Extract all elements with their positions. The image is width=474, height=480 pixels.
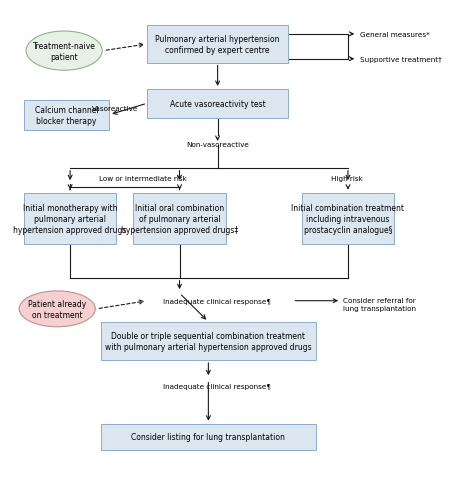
Text: Consider referral for
lung transplantation: Consider referral for lung transplantati…: [343, 298, 416, 311]
FancyBboxPatch shape: [147, 26, 288, 63]
FancyBboxPatch shape: [24, 101, 109, 130]
Text: Consider listing for lung transplantation: Consider listing for lung transplantatio…: [131, 432, 285, 441]
FancyBboxPatch shape: [101, 424, 316, 450]
FancyBboxPatch shape: [133, 193, 226, 245]
Text: Inadequate clinical response¶: Inadequate clinical response¶: [164, 384, 271, 389]
Text: Initial monotherapy with
pulmonary arterial
hypertension approved drugs: Initial monotherapy with pulmonary arter…: [13, 204, 127, 235]
Text: Initial oral combination
of pulmonary arterial
hypertension approved drugs‡: Initial oral combination of pulmonary ar…: [121, 204, 238, 235]
Ellipse shape: [19, 291, 95, 327]
Text: Pulmonary arterial hypertension
confirmed by expert centre: Pulmonary arterial hypertension confirme…: [155, 35, 280, 55]
Text: Supportive treatment†: Supportive treatment†: [360, 57, 441, 62]
FancyBboxPatch shape: [302, 193, 394, 245]
Text: High risk: High risk: [331, 176, 363, 182]
Ellipse shape: [26, 32, 102, 71]
FancyBboxPatch shape: [101, 322, 316, 360]
Text: Treatment-naive
patient: Treatment-naive patient: [33, 41, 96, 61]
Text: Non-vasoreactive: Non-vasoreactive: [186, 142, 249, 147]
Text: Inadequate clinical response¶: Inadequate clinical response¶: [164, 298, 271, 304]
Text: Acute vasoreactivity test: Acute vasoreactivity test: [170, 99, 265, 108]
Text: Calcium channel
blocker therapy: Calcium channel blocker therapy: [35, 106, 99, 125]
Text: Vasoreactive: Vasoreactive: [91, 106, 138, 112]
Text: General measures*: General measures*: [360, 32, 429, 38]
Text: Initial combination treatment
including intravenous
prostacyclin analogue§: Initial combination treatment including …: [292, 204, 404, 235]
Text: Patient already
on treatment: Patient already on treatment: [28, 299, 86, 319]
Text: Double or triple sequential combination treatment
with pulmonary arterial hypert: Double or triple sequential combination …: [105, 331, 312, 351]
FancyBboxPatch shape: [24, 193, 116, 245]
FancyBboxPatch shape: [147, 90, 288, 118]
Text: Low or intermediate risk: Low or intermediate risk: [99, 176, 187, 182]
